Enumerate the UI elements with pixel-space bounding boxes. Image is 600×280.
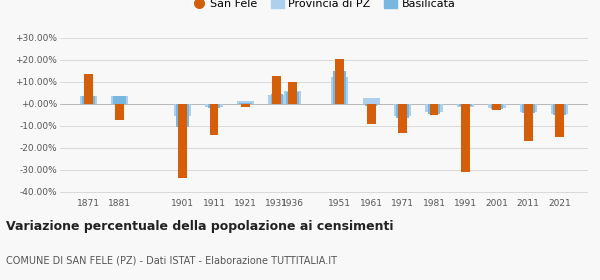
Bar (271, 94, 283, 104)
Bar (425, 104, 443, 111)
Bar (237, 101, 254, 104)
Bar (176, 104, 189, 127)
Bar (394, 104, 411, 116)
Bar (365, 104, 377, 106)
Bar (396, 104, 409, 118)
Bar (80, 96, 97, 104)
Bar (398, 104, 407, 134)
Bar (461, 104, 470, 172)
Bar (362, 98, 380, 104)
Bar (520, 104, 537, 111)
Bar (334, 71, 346, 104)
Bar (272, 76, 281, 104)
Bar (430, 104, 439, 115)
Bar (209, 104, 218, 135)
Bar (82, 96, 95, 104)
Bar (241, 104, 250, 107)
Bar (111, 96, 128, 104)
Bar (556, 104, 564, 137)
Bar (239, 103, 252, 104)
Bar (428, 104, 440, 114)
Bar (522, 104, 535, 113)
Bar (331, 78, 349, 104)
Bar (459, 104, 472, 106)
Bar (288, 82, 297, 104)
Bar (524, 104, 533, 141)
Bar (367, 104, 376, 123)
Bar (491, 104, 503, 109)
Bar (286, 92, 299, 104)
Bar (115, 104, 124, 120)
Text: COMUNE DI SAN FELE (PZ) - Dati ISTAT - Elaborazione TUTTITALIA.IT: COMUNE DI SAN FELE (PZ) - Dati ISTAT - E… (6, 255, 337, 265)
Bar (493, 104, 501, 110)
Bar (488, 104, 506, 108)
Text: Variazione percentuale della popolazione ai censimenti: Variazione percentuale della popolazione… (6, 220, 394, 233)
Bar (205, 104, 223, 107)
Bar (268, 95, 286, 104)
Bar (553, 104, 566, 115)
Bar (335, 59, 344, 104)
Bar (84, 74, 92, 104)
Legend: San Fele, Provincia di PZ, Basilicata: San Fele, Provincia di PZ, Basilicata (188, 0, 460, 13)
Bar (174, 104, 191, 116)
Bar (178, 104, 187, 178)
Bar (208, 104, 220, 108)
Bar (551, 104, 568, 114)
Bar (284, 91, 301, 104)
Bar (113, 96, 126, 104)
Bar (457, 104, 474, 107)
